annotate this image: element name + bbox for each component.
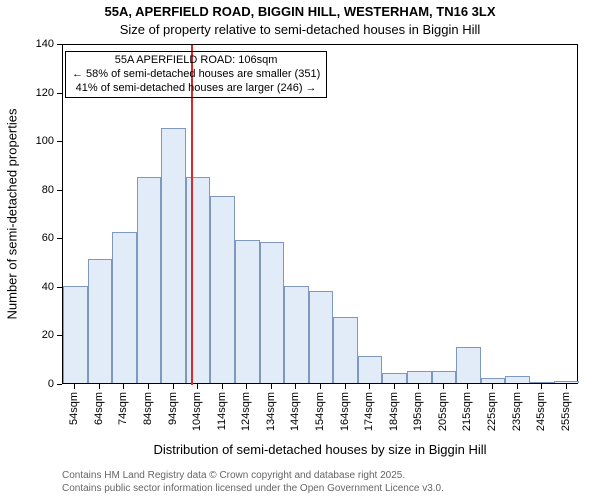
x-tick xyxy=(418,384,419,389)
histogram-bar xyxy=(186,177,211,383)
x-tick-label: 114sqm xyxy=(216,392,228,430)
histogram-bar xyxy=(333,317,358,383)
x-tick xyxy=(517,384,518,389)
y-tick-label: 0 xyxy=(28,378,54,390)
histogram-bar xyxy=(382,373,407,383)
x-tick xyxy=(197,384,198,389)
histogram-bar xyxy=(530,382,555,383)
chart-title-line2: Size of property relative to semi-detach… xyxy=(0,22,600,37)
x-tick-label: 164sqm xyxy=(339,392,351,431)
histogram-bar xyxy=(481,378,506,383)
x-tick-label: 54sqm xyxy=(68,392,80,425)
x-tick-label: 74sqm xyxy=(117,392,129,425)
histogram-bar xyxy=(309,291,334,383)
y-tick-label: 40 xyxy=(28,281,54,293)
x-tick-label: 225sqm xyxy=(486,392,498,431)
y-tick-label: 60 xyxy=(28,232,54,244)
histogram-bar xyxy=(210,196,235,383)
x-tick-label: 255sqm xyxy=(560,392,572,431)
x-tick-label: 215sqm xyxy=(461,392,473,431)
x-axis-title: Distribution of semi-detached houses by … xyxy=(62,442,578,457)
histogram-bar xyxy=(63,286,88,383)
histogram-bar xyxy=(554,381,579,383)
x-tick-label: 174sqm xyxy=(363,392,375,431)
histogram-bar xyxy=(88,259,113,383)
histogram-bar xyxy=(358,356,383,383)
y-tick xyxy=(57,44,62,45)
x-tick-label: 144sqm xyxy=(289,392,301,431)
x-tick xyxy=(345,384,346,389)
x-tick xyxy=(246,384,247,389)
x-tick xyxy=(295,384,296,389)
footer-line2: Contains public sector information licen… xyxy=(62,483,444,494)
x-tick xyxy=(394,384,395,389)
x-tick xyxy=(369,384,370,389)
histogram-bar xyxy=(284,286,309,383)
x-tick-label: 205sqm xyxy=(437,392,449,431)
x-tick xyxy=(123,384,124,389)
annotation-box: 55A APERFIELD ROAD: 106sqm← 58% of semi-… xyxy=(65,51,327,98)
x-tick-label: 104sqm xyxy=(191,392,203,431)
x-tick xyxy=(99,384,100,389)
x-tick xyxy=(541,384,542,389)
x-tick xyxy=(173,384,174,389)
y-tick xyxy=(57,190,62,191)
y-tick-label: 20 xyxy=(28,329,54,341)
x-tick-label: 245sqm xyxy=(535,392,547,431)
plot-area: 55A APERFIELD ROAD: 106sqm← 58% of semi-… xyxy=(62,44,578,384)
y-tick-label: 100 xyxy=(28,135,54,147)
y-tick xyxy=(57,287,62,288)
histogram-bar xyxy=(161,128,186,383)
footer-attribution: Contains HM Land Registry data © Crown c… xyxy=(62,470,600,495)
x-tick xyxy=(148,384,149,389)
y-tick xyxy=(57,93,62,94)
y-tick-label: 80 xyxy=(28,184,54,196)
histogram-bar xyxy=(235,240,260,383)
y-axis-title: Number of semi-detached properties xyxy=(5,109,20,320)
y-tick xyxy=(57,335,62,336)
x-tick-label: 195sqm xyxy=(412,392,424,431)
x-tick xyxy=(222,384,223,389)
chart-container: 55A, APERFIELD ROAD, BIGGIN HILL, WESTER… xyxy=(0,0,600,500)
y-tick xyxy=(57,238,62,239)
x-tick xyxy=(443,384,444,389)
x-tick-label: 64sqm xyxy=(93,392,105,425)
histogram-bar xyxy=(137,177,162,383)
x-tick xyxy=(467,384,468,389)
x-tick-label: 94sqm xyxy=(167,392,179,425)
x-tick-label: 235sqm xyxy=(511,392,523,431)
y-tick-label: 120 xyxy=(28,87,54,99)
histogram-bar xyxy=(112,232,137,383)
x-tick-label: 134sqm xyxy=(265,392,277,431)
x-tick xyxy=(320,384,321,389)
annotation-line3: 41% of semi-detached houses are larger (… xyxy=(72,82,320,96)
x-tick xyxy=(492,384,493,389)
annotation-line1: 55A APERFIELD ROAD: 106sqm xyxy=(72,54,320,68)
annotation-line2: ← 58% of semi-detached houses are smalle… xyxy=(72,68,320,82)
y-tick-label: 140 xyxy=(28,38,54,50)
histogram-bar xyxy=(456,347,481,383)
x-tick-label: 84sqm xyxy=(142,392,154,425)
x-tick-label: 154sqm xyxy=(314,392,326,431)
chart-title-line1: 55A, APERFIELD ROAD, BIGGIN HILL, WESTER… xyxy=(0,4,600,19)
x-tick-label: 124sqm xyxy=(240,392,252,431)
y-tick xyxy=(57,141,62,142)
histogram-bar xyxy=(432,371,457,383)
x-tick xyxy=(74,384,75,389)
x-tick-label: 184sqm xyxy=(388,392,400,431)
x-tick xyxy=(566,384,567,389)
histogram-bar xyxy=(505,376,530,383)
histogram-bar xyxy=(407,371,432,383)
x-tick xyxy=(271,384,272,389)
histogram-bar xyxy=(260,242,285,383)
y-tick xyxy=(57,384,62,385)
footer-line1: Contains HM Land Registry data © Crown c… xyxy=(62,470,405,481)
